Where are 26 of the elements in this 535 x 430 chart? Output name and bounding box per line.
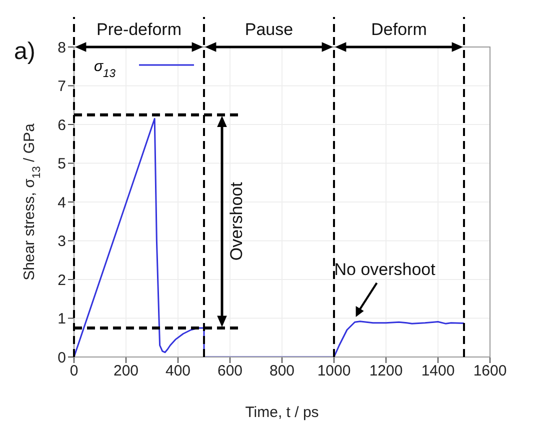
text: Deform xyxy=(371,20,427,39)
x-tick-label: 200 xyxy=(113,362,139,380)
x-tick-label: 400 xyxy=(165,362,191,380)
x-axis-title: Time, t / ps xyxy=(245,404,319,421)
legend-label: σ$_{13}$ xyxy=(94,58,116,80)
y-tick-label: 1 xyxy=(58,310,66,328)
x-tick-label: 0 xyxy=(70,362,78,380)
text: Pause xyxy=(244,20,294,39)
x-tick-label: 1600 xyxy=(473,362,507,380)
x-tick-label: 600 xyxy=(217,362,243,380)
y-tick-label: 5 xyxy=(58,156,66,173)
y-tick-label: 3 xyxy=(58,233,66,250)
y-tick-label: 7 xyxy=(58,78,66,96)
x-tick-label: 1400 xyxy=(421,362,455,380)
y-tick-label: 8 xyxy=(58,39,66,56)
text: Pre-deform xyxy=(96,20,182,39)
y-tick-label: 4 xyxy=(58,194,66,212)
x-tick-label: 800 xyxy=(269,362,295,380)
y-tick-label: 2 xyxy=(58,272,66,289)
text: a) xyxy=(14,38,36,65)
y-tick-label: 0 xyxy=(58,349,66,366)
y-tick-label: 6 xyxy=(58,116,66,134)
x-tick-label: 1200 xyxy=(369,362,403,380)
annotation: Overshoot xyxy=(227,182,246,261)
x-tick-label: 1000 xyxy=(317,362,351,380)
annotation: No overshoot xyxy=(334,260,436,279)
